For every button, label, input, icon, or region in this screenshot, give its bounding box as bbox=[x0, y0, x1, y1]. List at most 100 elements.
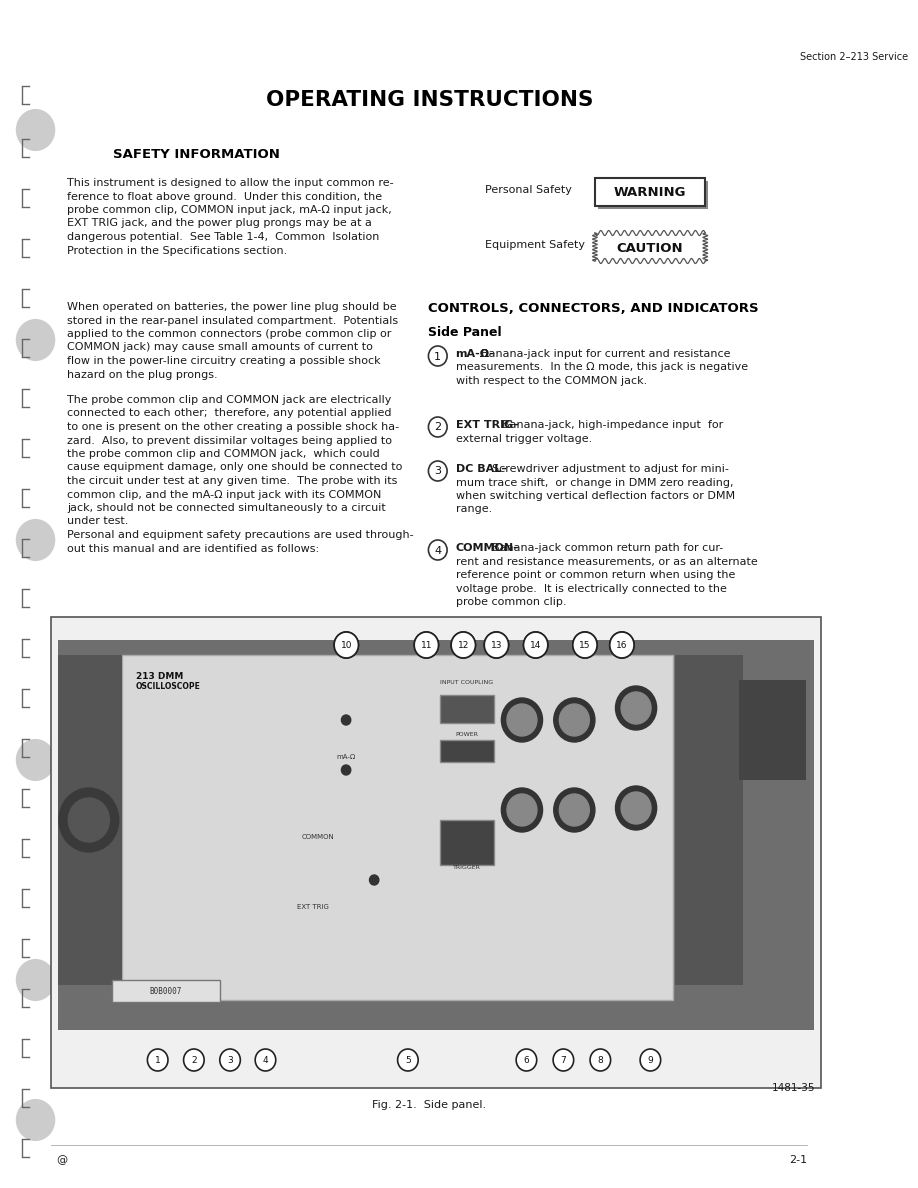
Text: reference point or common return when using the: reference point or common return when us… bbox=[455, 570, 735, 580]
Text: 5: 5 bbox=[405, 1056, 410, 1064]
Text: 15: 15 bbox=[579, 642, 590, 650]
Text: WARNING: WARNING bbox=[614, 187, 687, 200]
Text: external trigger voltage.: external trigger voltage. bbox=[455, 434, 592, 443]
Text: 7: 7 bbox=[561, 1056, 566, 1064]
Circle shape bbox=[590, 1049, 610, 1072]
Text: TRIGGER: TRIGGER bbox=[453, 865, 481, 870]
Bar bbox=[676, 655, 743, 985]
Circle shape bbox=[610, 633, 633, 657]
Text: 16: 16 bbox=[616, 642, 628, 650]
Text: 4: 4 bbox=[434, 545, 442, 556]
Circle shape bbox=[17, 110, 54, 150]
Text: Banana-jack common return path for cur-: Banana-jack common return path for cur- bbox=[491, 543, 722, 552]
Text: SAFETY INFORMATION: SAFETY INFORMATION bbox=[113, 148, 280, 162]
Bar bbox=[440, 740, 494, 762]
Circle shape bbox=[452, 633, 475, 657]
Text: 14: 14 bbox=[530, 642, 542, 650]
Text: 9: 9 bbox=[647, 1056, 654, 1064]
Bar bbox=[595, 233, 705, 261]
Circle shape bbox=[17, 1100, 54, 1140]
Text: the probe common clip and COMMON jack,  which could: the probe common clip and COMMON jack, w… bbox=[67, 449, 380, 459]
Bar bbox=[121, 655, 674, 1000]
Bar bbox=[739, 680, 806, 781]
Circle shape bbox=[486, 633, 508, 657]
Text: Screwdriver adjustment to adjust for mini-: Screwdriver adjustment to adjust for min… bbox=[491, 465, 728, 474]
Text: Banana-jack, high-impedance input  for: Banana-jack, high-impedance input for bbox=[502, 421, 723, 430]
Text: voltage probe.  It is electrically connected to the: voltage probe. It is electrically connec… bbox=[455, 583, 726, 594]
Text: dangerous potential.  See Table 1-4,  Common  Isolation: dangerous potential. See Table 1-4, Comm… bbox=[67, 232, 380, 242]
Text: EXT TRIG–: EXT TRIG– bbox=[455, 421, 519, 430]
Text: common clip, and the mA-Ω input jack with its COMMON: common clip, and the mA-Ω input jack wit… bbox=[67, 489, 382, 499]
Bar bbox=[58, 640, 813, 1030]
Text: Section 2–213 Service: Section 2–213 Service bbox=[800, 52, 908, 62]
Bar bbox=[598, 181, 708, 209]
Text: CAUTION: CAUTION bbox=[617, 241, 683, 254]
Circle shape bbox=[17, 520, 54, 560]
Circle shape bbox=[501, 699, 543, 742]
Text: out this manual and are identified as follows:: out this manual and are identified as fo… bbox=[67, 543, 319, 554]
Circle shape bbox=[501, 788, 543, 832]
Text: 8: 8 bbox=[598, 1056, 603, 1064]
Circle shape bbox=[559, 794, 589, 826]
Text: 3: 3 bbox=[227, 1056, 233, 1064]
Text: 12: 12 bbox=[457, 642, 469, 650]
Text: range.: range. bbox=[455, 505, 492, 514]
Text: Fig. 2-1.  Side panel.: Fig. 2-1. Side panel. bbox=[373, 1100, 487, 1110]
Text: rent and resistance measurements, or as an alternate: rent and resistance measurements, or as … bbox=[455, 556, 757, 567]
Circle shape bbox=[17, 320, 54, 360]
Text: OSCILLOSCOPE: OSCILLOSCOPE bbox=[136, 682, 200, 691]
Text: EXT TRIG jack, and the power plug prongs may be at a: EXT TRIG jack, and the power plug prongs… bbox=[67, 219, 372, 228]
Text: mum trace shift,  or change in DMM zero reading,: mum trace shift, or change in DMM zero r… bbox=[455, 478, 733, 487]
Text: Personal and equipment safety precautions are used through-: Personal and equipment safety precaution… bbox=[67, 530, 414, 541]
Circle shape bbox=[554, 699, 595, 742]
Text: flow in the power-line circuitry creating a possible shock: flow in the power-line circuitry creatin… bbox=[67, 356, 381, 366]
Bar bbox=[595, 178, 705, 206]
Text: 213 DMM: 213 DMM bbox=[136, 672, 183, 681]
Bar bbox=[440, 820, 494, 865]
Text: 10: 10 bbox=[341, 642, 352, 650]
Text: EXT TRIG: EXT TRIG bbox=[297, 904, 330, 910]
Circle shape bbox=[59, 788, 118, 852]
Bar bbox=[51, 617, 822, 1088]
Text: INPUT COUPLING: INPUT COUPLING bbox=[441, 680, 493, 685]
Text: This instrument is designed to allow the input common re-: This instrument is designed to allow the… bbox=[67, 178, 394, 188]
Circle shape bbox=[559, 704, 589, 737]
Circle shape bbox=[621, 792, 651, 824]
Text: 6: 6 bbox=[523, 1056, 530, 1064]
Circle shape bbox=[507, 704, 537, 737]
Text: 2-1: 2-1 bbox=[789, 1155, 807, 1165]
Circle shape bbox=[574, 633, 596, 657]
Bar bbox=[440, 695, 494, 723]
Text: COMMON–: COMMON– bbox=[455, 543, 520, 552]
Text: When operated on batteries, the power line plug should be: When operated on batteries, the power li… bbox=[67, 302, 397, 312]
Text: connected to each other;  therefore, any potential applied: connected to each other; therefore, any … bbox=[67, 409, 392, 418]
Text: cause equipment damage, only one should be connected to: cause equipment damage, only one should … bbox=[67, 462, 403, 473]
Text: 11: 11 bbox=[420, 642, 432, 650]
Text: OPERATING INSTRUCTIONS: OPERATING INSTRUCTIONS bbox=[265, 90, 593, 110]
Text: CONTROLS, CONNECTORS, AND INDICATORS: CONTROLS, CONNECTORS, AND INDICATORS bbox=[429, 302, 759, 315]
Text: mA-Ω: mA-Ω bbox=[337, 754, 355, 760]
Text: when switching vertical deflection factors or DMM: when switching vertical deflection facto… bbox=[455, 491, 734, 501]
Text: 2: 2 bbox=[434, 423, 442, 432]
Circle shape bbox=[397, 1049, 419, 1072]
Text: 13: 13 bbox=[490, 642, 502, 650]
Text: Personal Safety: Personal Safety bbox=[485, 185, 571, 195]
Text: the circuit under test at any given time.  The probe with its: the circuit under test at any given time… bbox=[67, 476, 397, 486]
Text: 2: 2 bbox=[191, 1056, 196, 1064]
Text: probe common clip.: probe common clip. bbox=[455, 598, 566, 607]
Text: @: @ bbox=[56, 1155, 67, 1165]
Circle shape bbox=[554, 1049, 574, 1072]
Bar bbox=[112, 980, 219, 1001]
Text: zard.  Also, to prevent dissimilar voltages being applied to: zard. Also, to prevent dissimilar voltag… bbox=[67, 436, 392, 446]
Circle shape bbox=[507, 794, 537, 826]
Text: COMMON: COMMON bbox=[302, 834, 334, 840]
Circle shape bbox=[369, 876, 379, 885]
Text: hazard on the plug prongs.: hazard on the plug prongs. bbox=[67, 369, 218, 379]
Circle shape bbox=[219, 1049, 241, 1072]
Text: to one is present on the other creating a possible shock ha-: to one is present on the other creating … bbox=[67, 422, 399, 432]
Text: DC BAL–: DC BAL– bbox=[455, 465, 507, 474]
Text: POWER: POWER bbox=[455, 732, 478, 737]
Text: 1: 1 bbox=[155, 1056, 161, 1064]
Text: mA-Ω–: mA-Ω– bbox=[455, 349, 496, 359]
Circle shape bbox=[341, 765, 351, 775]
